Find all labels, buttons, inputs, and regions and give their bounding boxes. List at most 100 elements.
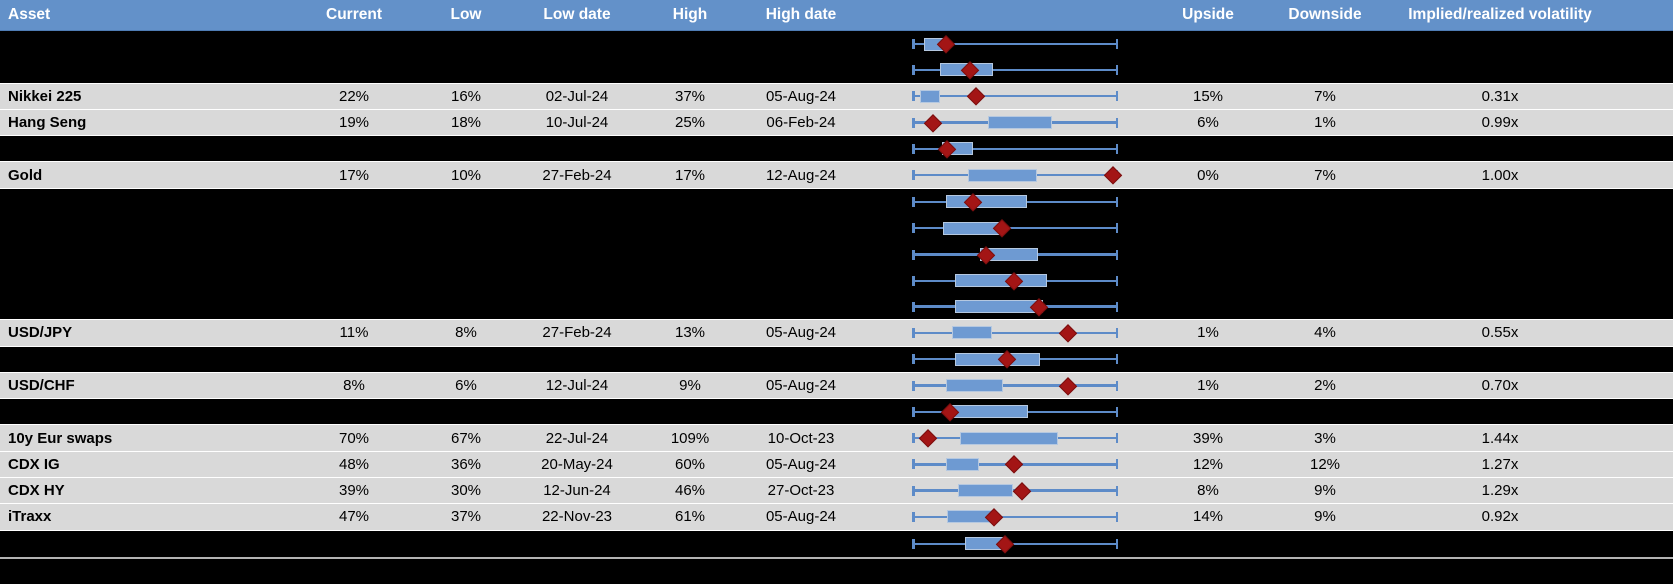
range-boxplot [856, 347, 1166, 372]
range-boxplot [856, 162, 1166, 187]
current-marker-icon [919, 429, 937, 447]
whisker-cap-right [1115, 196, 1118, 207]
current-value: 47% [338, 508, 370, 526]
current-marker-icon [1013, 481, 1031, 500]
boxplot-track [912, 241, 1118, 267]
current-marker-icon [1104, 166, 1122, 184]
current-marker-icon [1005, 455, 1023, 474]
boxplot-track [912, 294, 1118, 319]
boxplot-track [912, 531, 1118, 557]
whisker-cap-right [1115, 91, 1118, 102]
whisker-cap-left [912, 380, 915, 391]
redacted-row [0, 31, 1673, 58]
current-value: 17% [338, 166, 370, 184]
current-value: 70% [338, 429, 370, 447]
range-boxplot [856, 136, 1166, 161]
col-header-ivrv: Implied/realized volatility [1408, 6, 1592, 23]
ivrv-value: 1.44x [1481, 429, 1519, 447]
whisker-cap-left [912, 249, 915, 260]
redacted-row [0, 346, 1673, 373]
whisker-cap-right [1115, 380, 1118, 391]
col-header-low-date: Low date [543, 6, 611, 23]
high-date: 12-Aug-24 [765, 166, 837, 184]
current-marker-icon [967, 87, 985, 106]
range-boxplot [856, 399, 1166, 424]
low-value: 8% [455, 324, 477, 342]
asset-name: USD/JPY [8, 324, 73, 342]
upside-value: 6% [1197, 114, 1219, 132]
redacted-row [0, 57, 1673, 84]
range-boxplot [856, 241, 1166, 267]
range-boxplot [856, 110, 1166, 135]
whisker-cap-left [912, 538, 915, 549]
whisker-line [913, 542, 1117, 546]
whisker-cap-right [1115, 538, 1118, 549]
low-date: 10-Jul-24 [545, 114, 609, 132]
redacted-row [0, 293, 1673, 321]
upside-value: 8% [1197, 482, 1219, 500]
boxplot-track [912, 320, 1118, 345]
iqr-box [919, 89, 940, 103]
whisker-cap-left [912, 459, 915, 470]
ivrv-value: 1.29x [1481, 482, 1519, 500]
iqr-box [946, 457, 980, 471]
asset-name: USD/CHF [8, 377, 75, 394]
whisker-cap-left [912, 64, 915, 75]
asset-name: Nikkei 225 [8, 87, 82, 105]
low-date: 12-Jun-24 [543, 482, 611, 500]
asset-name: iTraxx [8, 508, 52, 526]
range-boxplot [856, 268, 1166, 294]
high-date: 05-Aug-24 [765, 324, 837, 342]
boxplot-track [912, 215, 1118, 241]
whisker-line [913, 68, 1117, 72]
whisker-cap-left [912, 485, 915, 496]
redacted-row [0, 215, 1673, 242]
whisker-cap-right [1115, 354, 1118, 365]
range-boxplot [856, 425, 1166, 450]
high-date: 05-Aug-24 [765, 455, 837, 473]
boxplot-track [912, 452, 1118, 477]
boxplot-track [912, 347, 1118, 372]
low-value: 10% [450, 166, 482, 184]
range-boxplot [856, 531, 1166, 557]
boxplot-track [912, 31, 1118, 57]
asset-name: CDX HY [8, 482, 65, 500]
upside-value: 39% [1192, 429, 1224, 447]
downside-value: 4% [1314, 324, 1336, 342]
col-header-low: Low [450, 6, 482, 23]
high-value: 17% [674, 166, 706, 184]
redacted-row [0, 241, 1673, 268]
whisker-cap-left [912, 91, 915, 102]
downside-value: 7% [1314, 166, 1336, 184]
boxplot-track [912, 425, 1118, 450]
high-value: 60% [674, 455, 706, 473]
col-header-downside: Downside [1288, 6, 1362, 23]
range-boxplot [856, 57, 1166, 82]
range-boxplot [856, 215, 1166, 241]
current-value: 22% [338, 87, 370, 105]
low-value: 18% [450, 114, 482, 132]
low-date: 27-Feb-24 [542, 324, 612, 342]
boxplot-track [912, 136, 1118, 161]
table-row: 10y Eur swaps 70% 67% 22-Jul-24 109% 10-… [0, 425, 1673, 452]
boxplot-track [912, 399, 1118, 424]
current-value: 48% [338, 455, 370, 473]
iqr-box [951, 326, 992, 340]
boxplot-track [912, 504, 1118, 529]
ivrv-value: 1.00x [1481, 166, 1519, 184]
boxplot-track [912, 268, 1118, 294]
high-value: 9% [679, 377, 701, 394]
whisker-cap-right [1115, 223, 1118, 234]
whisker-cap-left [912, 223, 915, 234]
col-header-current: Current [326, 6, 382, 23]
boxplot-track [912, 110, 1118, 135]
whisker-cap-right [1115, 143, 1118, 154]
upside-value: 1% [1197, 377, 1219, 394]
high-date: 06-Feb-24 [766, 114, 836, 132]
downside-value: 2% [1314, 377, 1336, 394]
downside-value: 1% [1314, 114, 1336, 132]
low-value: 36% [450, 455, 482, 473]
whisker-line [913, 94, 1117, 98]
asset-name: Hang Seng [8, 114, 87, 132]
low-date: 22-Jul-24 [545, 429, 609, 447]
